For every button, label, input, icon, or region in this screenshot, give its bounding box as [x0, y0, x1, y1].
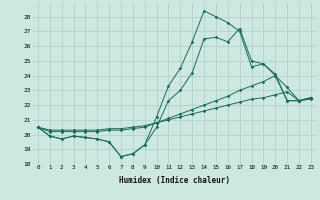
- X-axis label: Humidex (Indice chaleur): Humidex (Indice chaleur): [119, 176, 230, 185]
